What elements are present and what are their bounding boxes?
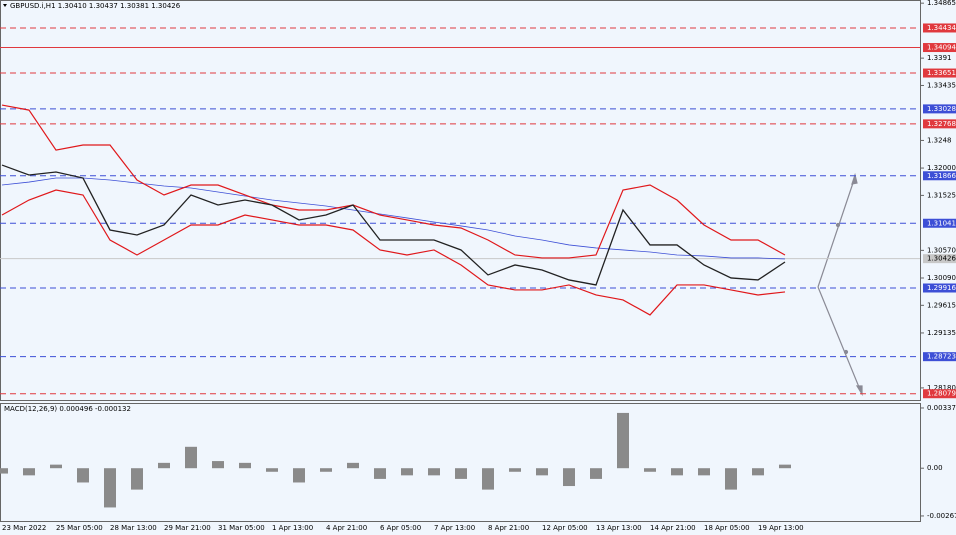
macd-bar: [617, 412, 629, 469]
macd-bar: [347, 462, 359, 469]
level-label: 1.30426: [927, 255, 956, 263]
macd-bar: [536, 468, 548, 476]
level-box: [923, 218, 956, 228]
x-tick-label: 23 Mar 2022: [2, 524, 46, 532]
level-box: [923, 68, 956, 78]
macd-bar: [509, 468, 521, 472]
macd-bar: [401, 468, 413, 476]
macd-bar: [644, 468, 656, 472]
x-tick-label: 12 Apr 05:00: [542, 524, 588, 532]
macd-bar: [50, 464, 62, 469]
macd-bar: [320, 468, 332, 472]
y-tick-label: 1.3391: [927, 54, 952, 62]
main-frame: [0, 0, 921, 401]
macd-bar: [671, 468, 683, 476]
level-label: 1.29916: [927, 284, 956, 292]
y-tick-label: 1.30090: [927, 274, 956, 282]
level-label: 1.33651: [927, 69, 956, 77]
level-label: 1.31041: [927, 219, 956, 227]
level-box: [923, 389, 956, 399]
level-box: [923, 283, 956, 293]
price-line: [1, 189, 786, 316]
macd-bar: [23, 468, 35, 476]
y-tick-label: 1.33435: [927, 81, 956, 89]
macd-bar: [266, 468, 278, 472]
level-box: [923, 119, 956, 129]
macd-bar: [185, 446, 197, 469]
level-box: [923, 43, 956, 53]
y-tick-label: 1.34865: [927, 0, 956, 7]
macd-bar: [0, 468, 8, 474]
y-tick-label: 1.32000: [927, 164, 956, 172]
macd-bar: [779, 464, 791, 469]
level-box: [923, 171, 956, 181]
macd-frame: [0, 403, 921, 522]
menu-triangle[interactable]: [3, 4, 7, 7]
macd-bar: [239, 462, 251, 469]
x-tick-label: 18 Apr 05:00: [704, 524, 750, 532]
level-box: [923, 352, 956, 362]
x-tick-label: 8 Apr 21:00: [488, 524, 529, 532]
level-box: [923, 104, 956, 114]
price-line: [1, 104, 786, 259]
macd-bar: [374, 468, 386, 479]
level-label: 1.31866: [927, 172, 956, 180]
forecast-arrows: [817, 172, 863, 397]
macd-bar: [455, 468, 467, 479]
y-tick-label: 1.31525: [927, 191, 956, 199]
chart-title: GBPUSD.i,H1 1.30410 1.30437 1.30381 1.30…: [10, 2, 181, 10]
x-tick-label: 28 Mar 13:00: [110, 524, 157, 532]
macd-bar: [77, 468, 89, 483]
macd-bar: [725, 468, 737, 490]
macd-bar: [698, 468, 710, 476]
macd-bar: [752, 468, 764, 476]
x-tick-label: 1 Apr 13:00: [272, 524, 313, 532]
price-line: [1, 164, 786, 286]
y-tick-label: 1.30570: [927, 246, 956, 254]
level-label: 1.33028: [927, 105, 956, 113]
macd-bar: [293, 468, 305, 483]
y-tick-label: -0.002677: [927, 512, 956, 520]
level-label: 1.28079: [927, 390, 956, 398]
macd-bar: [428, 468, 440, 476]
macd-title: MACD(12,26,9) 0.000496 -0.000132: [4, 405, 131, 413]
x-tick-label: 4 Apr 21:00: [326, 524, 367, 532]
x-tick-label: 25 Mar 05:00: [56, 524, 103, 532]
macd-bar: [563, 468, 575, 487]
macd-bar: [104, 468, 116, 508]
level-label: 1.28723: [927, 353, 956, 361]
macd-bar: [158, 462, 170, 469]
price-line: [1, 177, 786, 260]
x-tick-label: 13 Apr 13:00: [596, 524, 642, 532]
x-tick-label: 7 Apr 13:00: [434, 524, 475, 532]
level-box: [923, 23, 956, 33]
macd-bar: [482, 468, 494, 490]
level-label: 1.34094: [927, 44, 956, 52]
y-tick-label: 1.29615: [927, 301, 956, 309]
level-label: 1.34434: [927, 24, 956, 32]
macd-bar: [212, 461, 224, 469]
x-tick-label: 6 Apr 05:00: [380, 524, 421, 532]
x-tick-label: 14 Apr 21:00: [650, 524, 696, 532]
x-tick-label: 31 Mar 05:00: [218, 524, 265, 532]
y-tick-label: 0.003377: [927, 404, 956, 412]
macd-bar: [590, 468, 602, 479]
macd-bar: [131, 468, 143, 490]
x-tick-label: 19 Apr 13:00: [758, 524, 804, 532]
y-tick-label: 1.3248: [927, 136, 952, 144]
level-label: 1.32768: [927, 120, 956, 128]
y-tick-label: 1.28180: [927, 384, 956, 392]
y-tick-label: 0.00: [927, 464, 943, 472]
level-box: [923, 254, 956, 264]
y-tick-label: 1.29135: [927, 329, 956, 337]
x-tick-label: 29 Mar 21:00: [164, 524, 211, 532]
